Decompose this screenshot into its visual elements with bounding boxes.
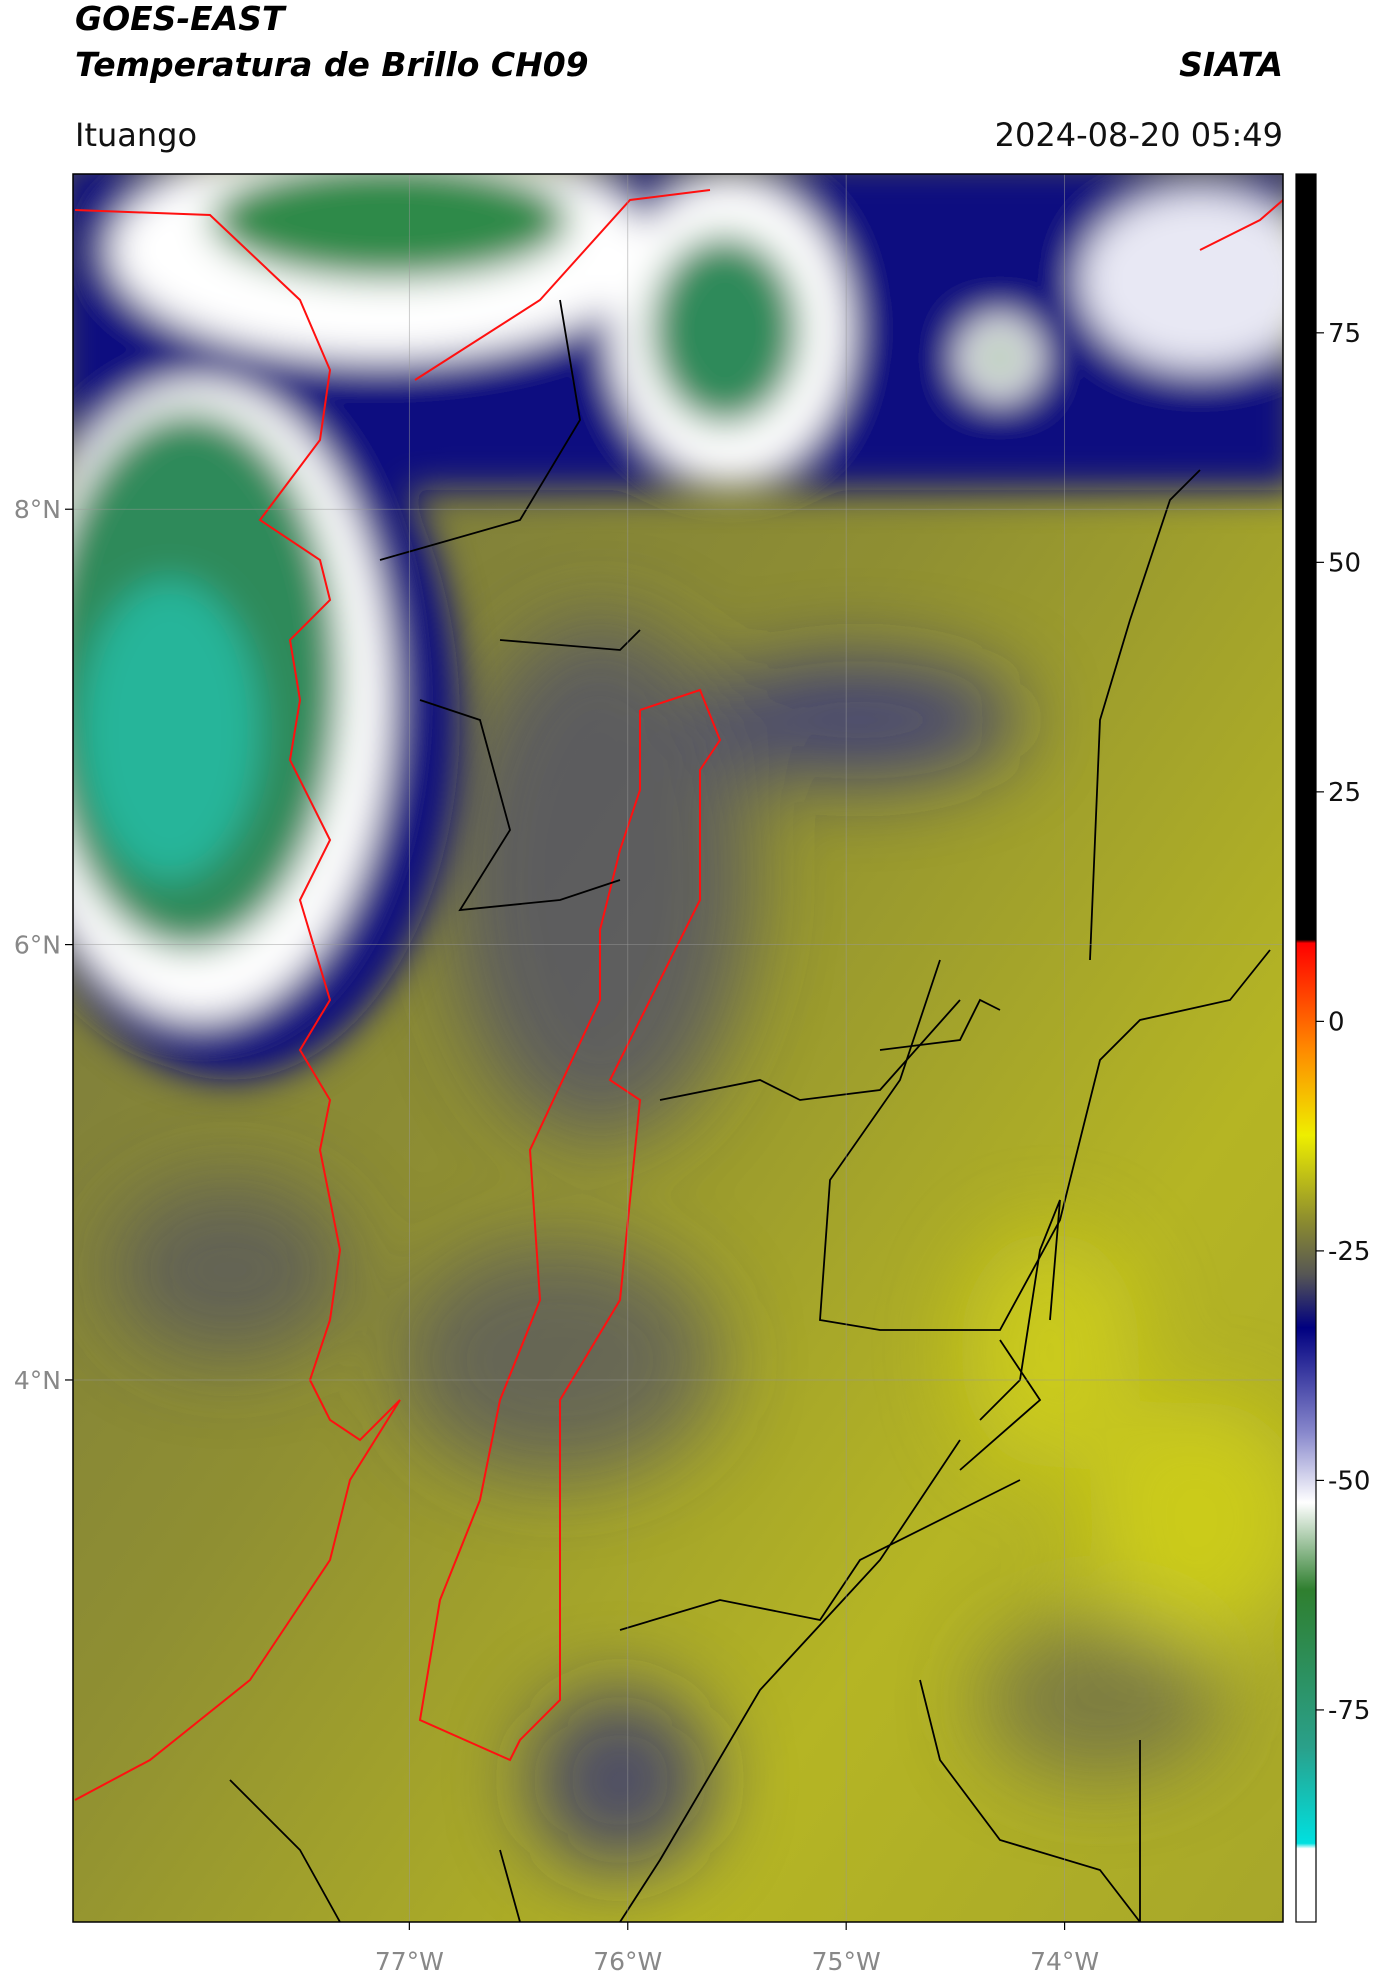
colorbar-tick-label: 50 <box>1328 548 1361 578</box>
x-tick-label: 76°W <box>593 1947 662 1976</box>
colorbar-tick-label: -25 <box>1328 1237 1370 1267</box>
grid <box>73 174 1283 1922</box>
x-tick-label: 75°W <box>812 1947 881 1976</box>
colorbar-tick-label: 0 <box>1328 1007 1345 1037</box>
organization: SIATA <box>1179 45 1283 84</box>
colorbar-tick-label: 75 <box>1328 319 1361 349</box>
y-tick-label: 6°N <box>14 931 61 960</box>
title: GOES-EAST <box>75 0 287 38</box>
x-tick-label: 74°W <box>1030 1947 1099 1976</box>
datetime: 2024-08-20 05:49 <box>995 116 1283 154</box>
map-frame <box>72 173 1284 1923</box>
cold-cloud-tops <box>73 174 1283 1080</box>
cloud-field <box>110 620 1283 1870</box>
y-tick-label: 4°N <box>14 1366 61 1395</box>
y-tick-label: 8°N <box>14 495 61 524</box>
colorbar-tick-label: -75 <box>1328 1696 1370 1726</box>
subtitle: Temperatura de Brillo CH09 <box>75 45 589 84</box>
colorbar <box>1295 173 1317 1923</box>
coastline <box>74 189 1283 1801</box>
boundaries <box>229 299 1271 1922</box>
map <box>73 174 1283 1922</box>
location: Ituango <box>75 116 197 154</box>
colorbar-tick-label: 25 <box>1328 778 1361 808</box>
x-tick-label: 77°W <box>375 1947 444 1976</box>
colorbar-tick-label: -50 <box>1328 1466 1370 1496</box>
